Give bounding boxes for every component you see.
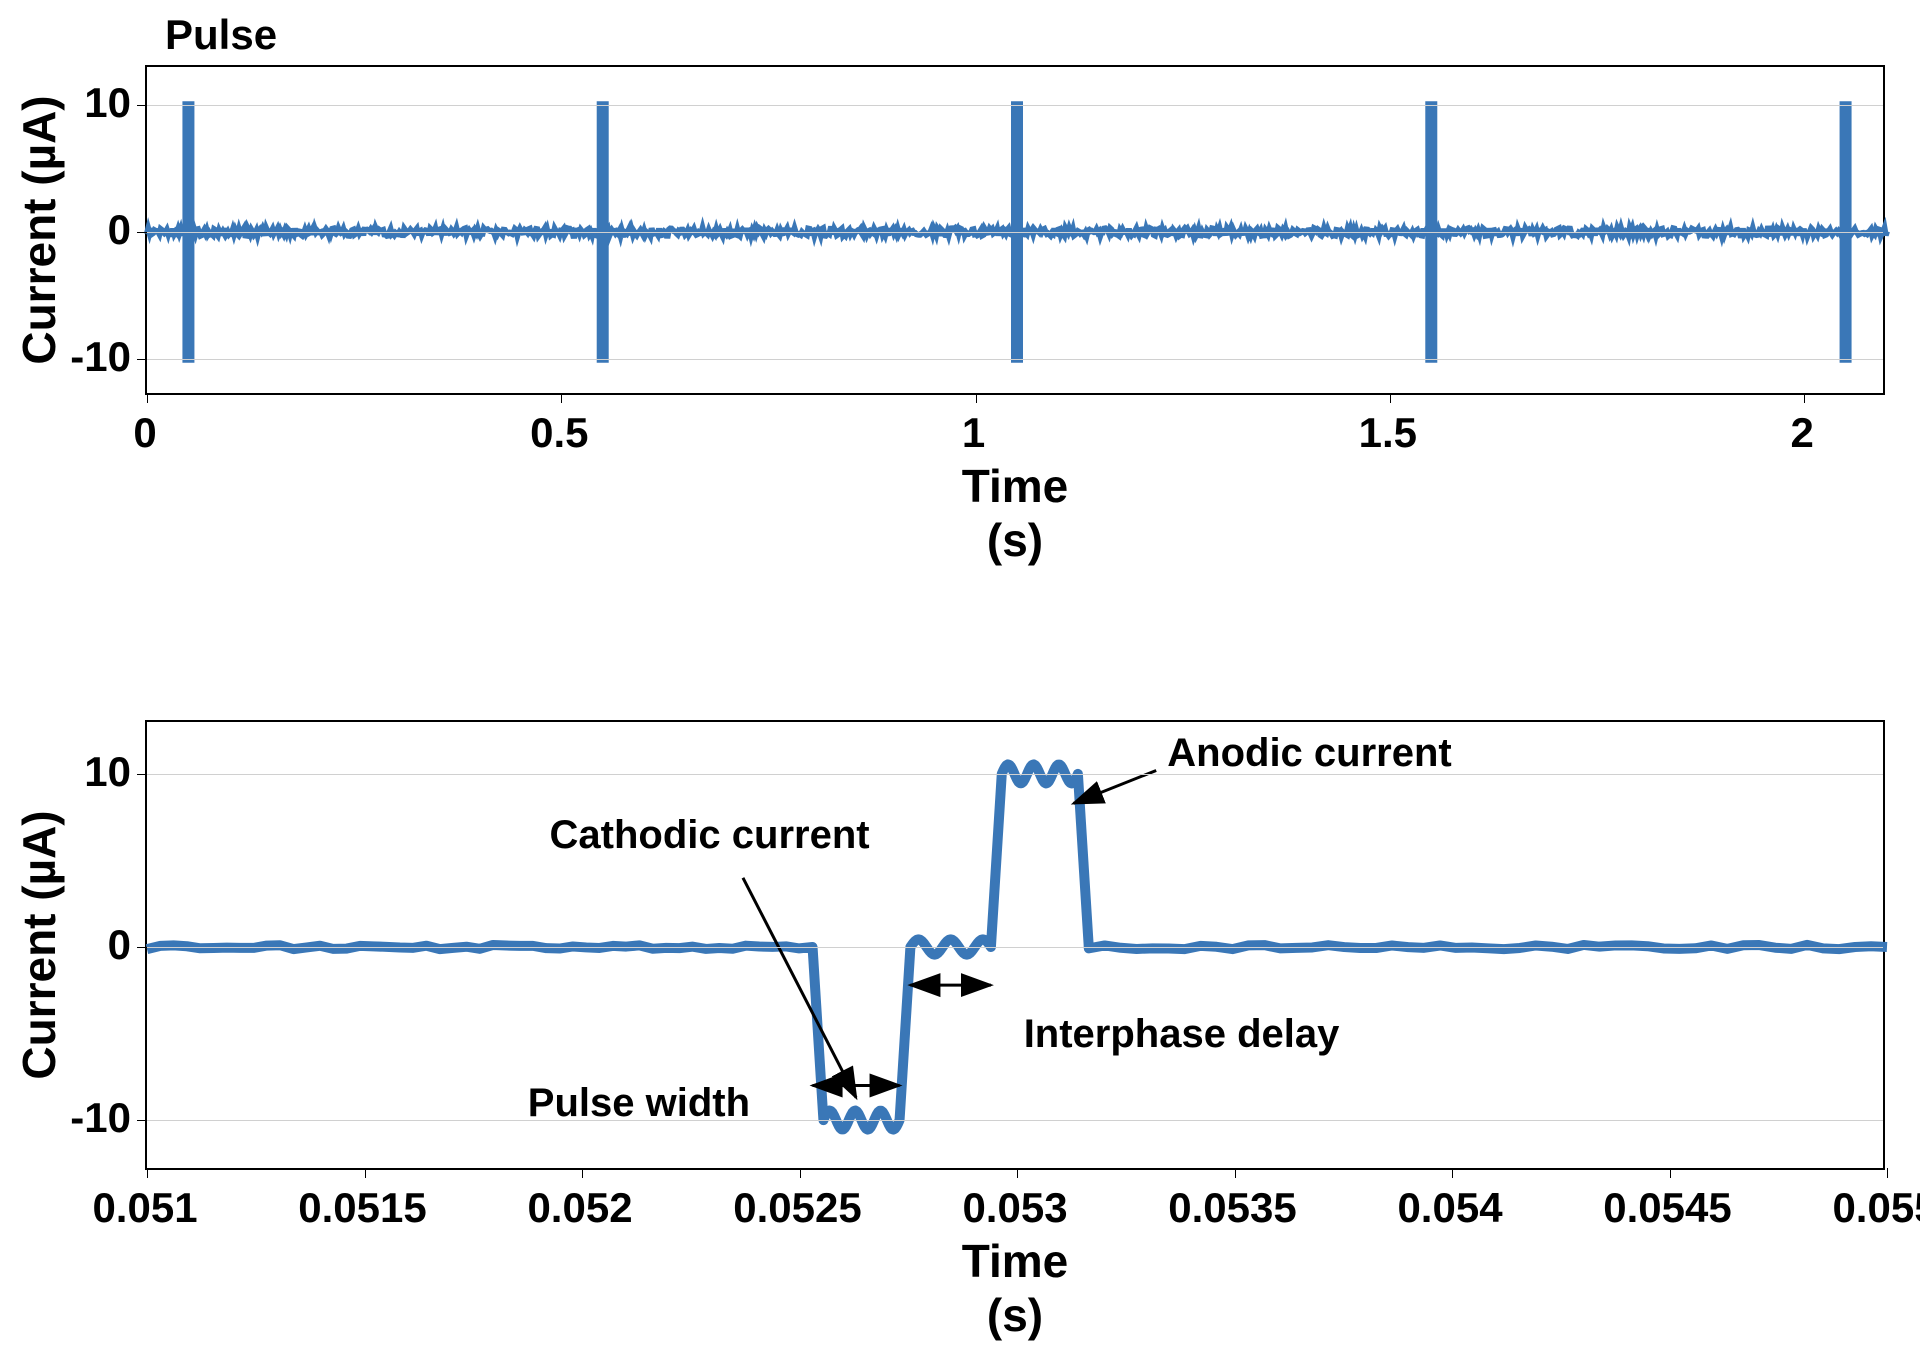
x-tick-label: 0.0535 <box>1168 1184 1296 1232</box>
tick-mark <box>137 947 147 948</box>
annotation-interphase: Interphase delay <box>1024 1012 1340 1057</box>
bottom-chart-ylabel: Current (µA) <box>12 810 66 1079</box>
y-tick-label: 10 <box>84 79 131 127</box>
y-tick-label: 10 <box>84 748 131 796</box>
gridline <box>147 232 1883 233</box>
x-tick-label: 0.5 <box>530 409 588 457</box>
gridline <box>147 359 1883 360</box>
top-chart-xlabel: Time (s) <box>962 459 1069 567</box>
tick-mark <box>1017 1168 1018 1178</box>
y-tick-label: -10 <box>70 333 131 381</box>
y-tick-label: -10 <box>70 1094 131 1142</box>
x-tick-label: 0.051 <box>92 1184 197 1232</box>
x-tick-label: 1 <box>962 409 985 457</box>
tick-mark <box>800 1168 801 1178</box>
tick-mark <box>147 1168 148 1178</box>
x-tick-label: 0.0545 <box>1603 1184 1731 1232</box>
x-tick-label: 0.0525 <box>733 1184 861 1232</box>
y-tick-label: 0 <box>108 921 131 969</box>
bottom-chart-plot-area <box>145 720 1885 1170</box>
x-tick-label: 0.055 <box>1832 1184 1920 1232</box>
top-chart-svg <box>147 67 1883 393</box>
tick-mark <box>1670 1168 1671 1178</box>
x-tick-label: 0.052 <box>527 1184 632 1232</box>
annotation-pulse-width: Pulse width <box>528 1081 750 1126</box>
tick-mark <box>1804 393 1805 403</box>
bottom-chart-svg <box>147 722 1883 1168</box>
top-chart-plot-area <box>145 65 1885 395</box>
tick-mark <box>1452 1168 1453 1178</box>
tick-mark <box>137 774 147 775</box>
arrow-cathodic <box>743 878 856 1098</box>
x-tick-label: 0.054 <box>1397 1184 1502 1232</box>
gridline <box>147 947 1883 948</box>
x-tick-label: 1.5 <box>1359 409 1417 457</box>
gridline <box>147 774 1883 775</box>
tick-mark <box>1235 1168 1236 1178</box>
tick-mark <box>1887 1168 1888 1178</box>
annotation-anodic: Anodic current <box>1167 731 1451 776</box>
y-tick-label: 0 <box>108 206 131 254</box>
tick-mark <box>147 393 148 403</box>
x-tick-label: 0.0515 <box>298 1184 426 1232</box>
tick-mark <box>561 393 562 403</box>
top-chart-ylabel: Current (µA) <box>12 95 66 364</box>
tick-mark <box>137 359 147 360</box>
tick-mark <box>976 393 977 403</box>
gridline <box>147 105 1883 106</box>
arrow-anodic <box>1074 770 1157 803</box>
figure-container: Pulse width (0.2ms) Current (µA) Time (s… <box>0 0 1920 1356</box>
tick-mark <box>1390 393 1391 403</box>
tick-mark <box>365 1168 366 1178</box>
x-tick-label: 2 <box>1790 409 1813 457</box>
tick-mark <box>582 1168 583 1178</box>
gridline <box>147 1120 1883 1121</box>
bottom-chart-xlabel: Time (s) <box>962 1234 1069 1342</box>
annotation-cathodic: Cathodic current <box>550 813 870 858</box>
x-tick-label: 0 <box>133 409 156 457</box>
x-tick-label: 0.053 <box>962 1184 1067 1232</box>
tick-mark <box>137 105 147 106</box>
tick-mark <box>137 232 147 233</box>
tick-mark <box>137 1120 147 1121</box>
